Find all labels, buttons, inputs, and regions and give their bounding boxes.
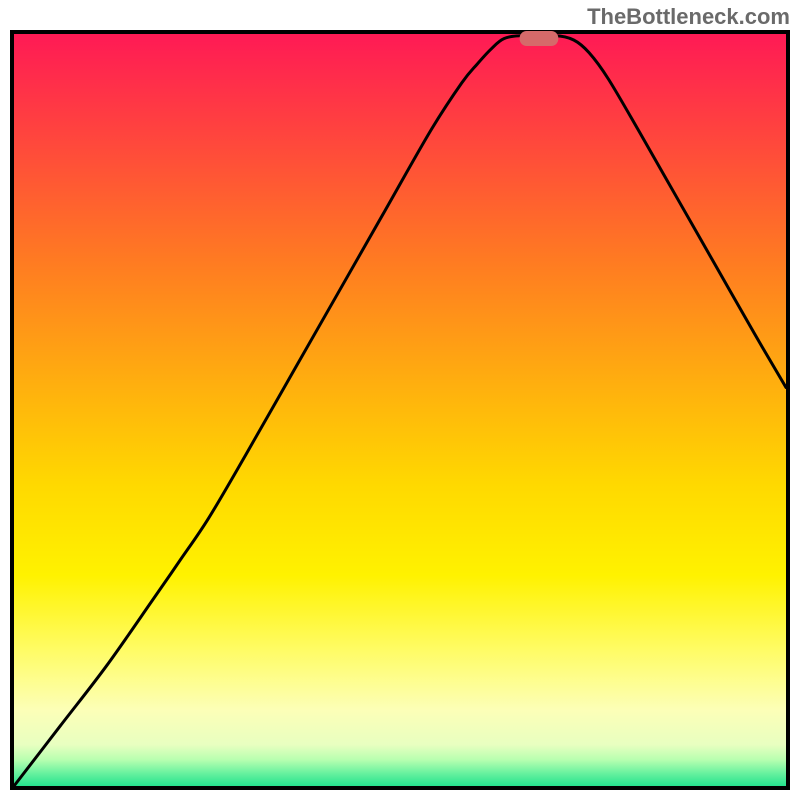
optimal-marker <box>520 31 559 46</box>
bottleneck-chart <box>10 30 790 790</box>
chart-svg <box>10 30 790 790</box>
watermark-text: TheBottleneck.com <box>587 4 790 30</box>
chart-background <box>14 34 786 786</box>
